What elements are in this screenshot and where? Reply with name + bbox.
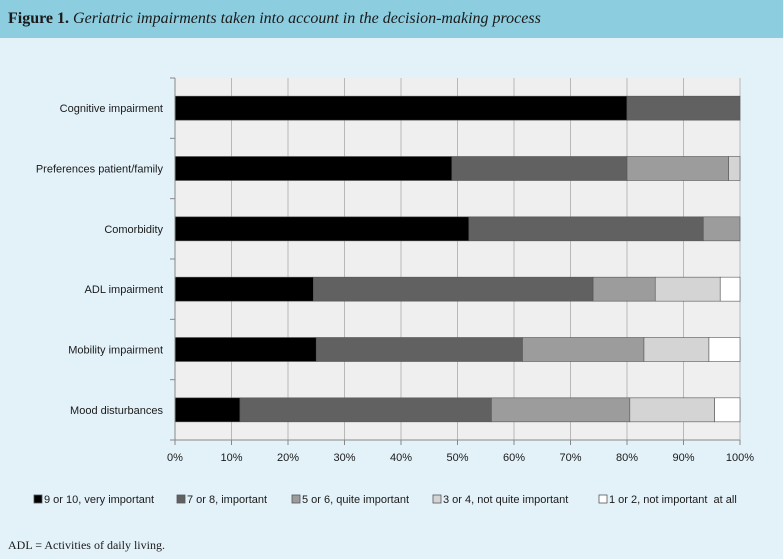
bar-segment: [522, 337, 645, 362]
bar-segment: [654, 276, 721, 302]
category-label: Mood disturbances: [70, 405, 163, 417]
x-tick-label: 0%: [167, 452, 183, 464]
legend-label: 1 or 2, not important at all: [609, 494, 737, 506]
category-label: Comorbidity: [104, 224, 163, 236]
category-label: Preferences patient/family: [36, 164, 164, 176]
bar-segment: [592, 276, 656, 302]
bar-segment: [174, 276, 314, 302]
bar-segment: [468, 216, 704, 242]
bar-segment: [174, 216, 470, 242]
bar-segment: [626, 95, 741, 121]
bar-segment: [728, 156, 741, 181]
figure-caption: Geriatric impairments taken into account…: [73, 10, 541, 27]
legend-swatch: [176, 494, 186, 504]
legend-label: 3 or 4, not quite important: [443, 494, 568, 506]
legend: 9 or 10, very important 7 or 8, important…: [33, 494, 737, 506]
bars: [174, 95, 741, 423]
bar-segment: [174, 156, 453, 181]
legend-label: 5 or 6, quite important: [302, 494, 409, 506]
bar-segment: [451, 156, 628, 181]
x-tick-label: 80%: [616, 452, 638, 464]
category-label: Mobility impairment: [68, 345, 163, 357]
x-tick-label: 60%: [503, 452, 525, 464]
bar-segment: [313, 276, 594, 302]
legend-swatch: [33, 494, 43, 504]
legend-swatch: [291, 494, 301, 504]
x-tick-label: 50%: [446, 452, 468, 464]
legend-label: 9 or 10, very important: [44, 494, 154, 506]
figure-label: Figure 1.: [8, 10, 70, 27]
legend-swatch: [432, 494, 442, 504]
x-tick-label: 70%: [559, 452, 581, 464]
bar-segment: [239, 397, 492, 423]
bar-segment: [702, 216, 741, 242]
footnote: ADL = Activities of daily living.: [8, 538, 165, 552]
axes: 0% 10% 20% 30% 40% 50% 60% 70% 80% 90% 100% Cogniti…: [36, 77, 754, 464]
bar-segment: [643, 337, 710, 362]
category-label: Cognitive impairment: [60, 103, 163, 115]
x-tick-label: 90%: [672, 452, 694, 464]
category-label: ADL impairment: [85, 284, 163, 296]
x-tick-label: 30%: [333, 452, 355, 464]
x-tick-label: 100%: [726, 452, 754, 464]
legend-label: 7 or 8, important: [187, 494, 267, 506]
bar-segment: [491, 397, 631, 423]
bar-segment: [174, 337, 317, 362]
x-tick-label: 40%: [390, 452, 412, 464]
legend-swatch: [598, 494, 608, 504]
bar-segment: [626, 156, 729, 181]
figure-title: Figure 1. Geriatric impairments taken in…: [0, 0, 783, 38]
bar-segment: [174, 95, 628, 121]
bar-segment: [174, 397, 241, 423]
bar-segment: [719, 276, 741, 302]
bar-segment: [315, 337, 523, 362]
x-tick-label: 20%: [277, 452, 299, 464]
gridlines: [231, 78, 741, 440]
bar-segment: [714, 397, 741, 423]
x-tick-label: 10%: [220, 452, 242, 464]
bar-segment: [708, 337, 741, 362]
bar-segment: [629, 397, 715, 423]
